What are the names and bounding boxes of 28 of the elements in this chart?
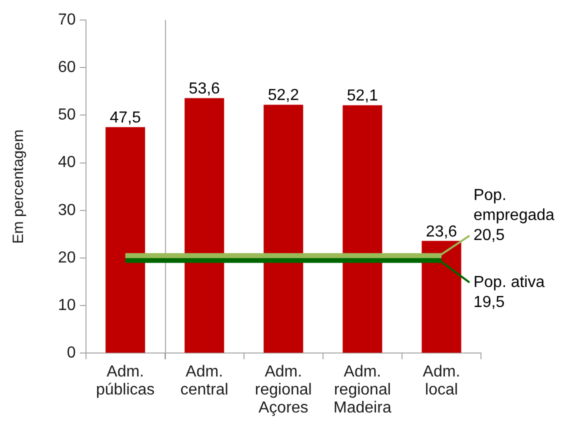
x-tick-label: Adm. local (422, 364, 460, 399)
x-tick-label: Adm. regional Madeira (334, 364, 392, 416)
text: Pop. empregada (473, 187, 555, 224)
x-tick-label: Adm. públicas (96, 364, 155, 399)
y-tick-label: 60 (58, 59, 76, 76)
y-tick-label: 40 (58, 154, 76, 172)
y-tick-label: 10 (58, 297, 76, 314)
data-label: 52,2 (268, 87, 300, 104)
y-tick-label: 70 (58, 11, 76, 28)
data-label: 19,5 (473, 294, 505, 311)
data-label: 52,1 (346, 88, 378, 105)
data-label: 23,6 (426, 223, 458, 240)
bar (106, 127, 146, 353)
y-tick-label: 20 (58, 249, 76, 266)
y-tick-label: 30 (58, 202, 76, 219)
x-tick-label: Adm. regional Açores (254, 364, 312, 416)
data-label: 20,5 (473, 227, 505, 244)
y-tick-label: 0 (66, 344, 76, 362)
bar (264, 104, 304, 353)
data-label: 53,6 (188, 80, 220, 98)
bar (184, 98, 224, 353)
data-label: 47,5 (110, 110, 141, 127)
y-tick-label: 50 (58, 106, 76, 124)
x-tick-label: Adm. central (180, 364, 228, 399)
bar (422, 240, 462, 353)
text: Pop. ativa (473, 274, 545, 291)
bar (342, 105, 382, 353)
y-axis-title: Em percentagem (10, 130, 28, 244)
